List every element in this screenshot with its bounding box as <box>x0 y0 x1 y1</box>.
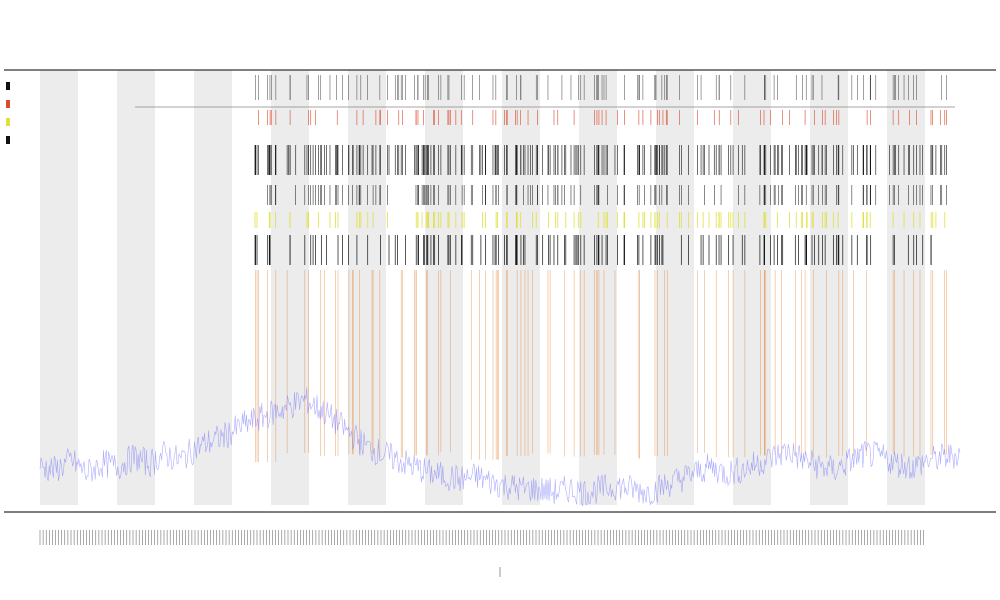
background-bands <box>40 70 925 505</box>
x-tick-labels <box>39 530 924 577</box>
background-band <box>194 70 232 505</box>
legend-swatch <box>6 100 10 108</box>
background-band <box>117 70 155 505</box>
legend-swatch <box>6 82 10 90</box>
background-band <box>887 70 925 505</box>
background-band <box>656 70 694 505</box>
legend-swatch <box>6 136 10 144</box>
background-band <box>425 70 463 505</box>
background-band <box>579 70 617 505</box>
event-markers <box>254 75 947 462</box>
series-line <box>39 387 961 507</box>
background-band <box>733 70 771 505</box>
legend-swatch <box>6 118 10 126</box>
background-band <box>348 70 386 505</box>
background-band <box>271 70 309 505</box>
background-band <box>810 70 848 505</box>
background-band <box>40 70 78 505</box>
series-group <box>6 82 961 507</box>
